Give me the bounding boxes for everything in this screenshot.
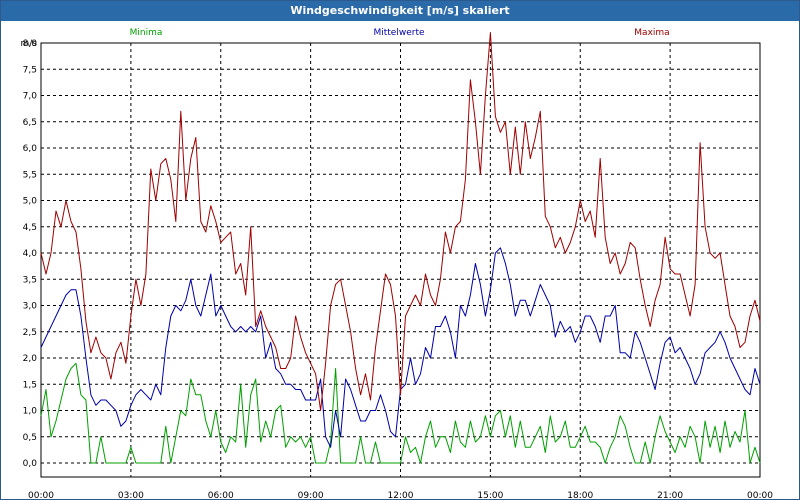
series-line-minima — [40, 362, 761, 464]
y-tick-label: 6,0 — [23, 144, 38, 154]
axes: 0,0 0,5 1,0 1,5 2,0 2,5 3,0 3,5 4,0 4,5 5,0 5,5 6,0 6… — [21, 39, 774, 499]
y-tick-label: 5,5 — [23, 170, 37, 180]
x-tick-time: 12:00 — [388, 491, 414, 499]
y-tick-label: 7,5 — [23, 65, 37, 75]
x-tick-time: 18:00 — [567, 491, 593, 499]
y-tick-label: 7,0 — [23, 92, 38, 102]
y-tick-label: 2,0 — [23, 354, 38, 364]
x-tick-time: 06:00 — [208, 491, 234, 499]
series-line-maxima — [40, 32, 761, 411]
y-tick-label: 8,0 — [23, 39, 38, 49]
y-unit-label: m/s — [21, 39, 38, 49]
y-tick-label: 5,0 — [23, 197, 38, 207]
legend: Minima Mittelwerte Maxima — [130, 28, 670, 38]
y-tick-label: 1,0 — [23, 407, 38, 417]
x-tick-time: 00:00 — [747, 491, 773, 499]
legend-mittelwerte: Mittelwerte — [373, 28, 424, 38]
legend-minima: Minima — [130, 28, 163, 38]
y-tick-label: 6,5 — [23, 118, 37, 128]
y-tick-label: 0,5 — [23, 433, 37, 443]
grid — [40, 42, 761, 478]
x-tick-time: 03:00 — [118, 491, 144, 499]
y-tick-label: 3,5 — [23, 275, 37, 285]
x-tick-time: 09:00 — [298, 491, 324, 499]
y-tick-label: 1,5 — [23, 380, 37, 390]
y-tick-label: 0,0 — [23, 459, 38, 469]
y-tick-label: 2,5 — [23, 328, 37, 338]
y-tick-label: 3,0 — [23, 302, 38, 312]
x-tick-time: 15:00 — [477, 491, 503, 499]
legend-maxima: Maxima — [634, 28, 669, 38]
series — [40, 32, 761, 464]
wind-speed-chart: 0,0 0,5 1,0 1,5 2,0 2,5 3,0 3,5 4,0 4,5 5,0 5,5 6,0 6… — [21, 28, 774, 499]
chart-title: Windgeschwindigkeit [m/s] skaliert — [1, 1, 799, 21]
x-tick-time: 21:00 — [657, 491, 683, 499]
y-tick-label: 4,5 — [23, 223, 37, 233]
y-tick-label: 4,0 — [23, 249, 38, 259]
x-tick-time: 00:00 — [28, 491, 54, 499]
